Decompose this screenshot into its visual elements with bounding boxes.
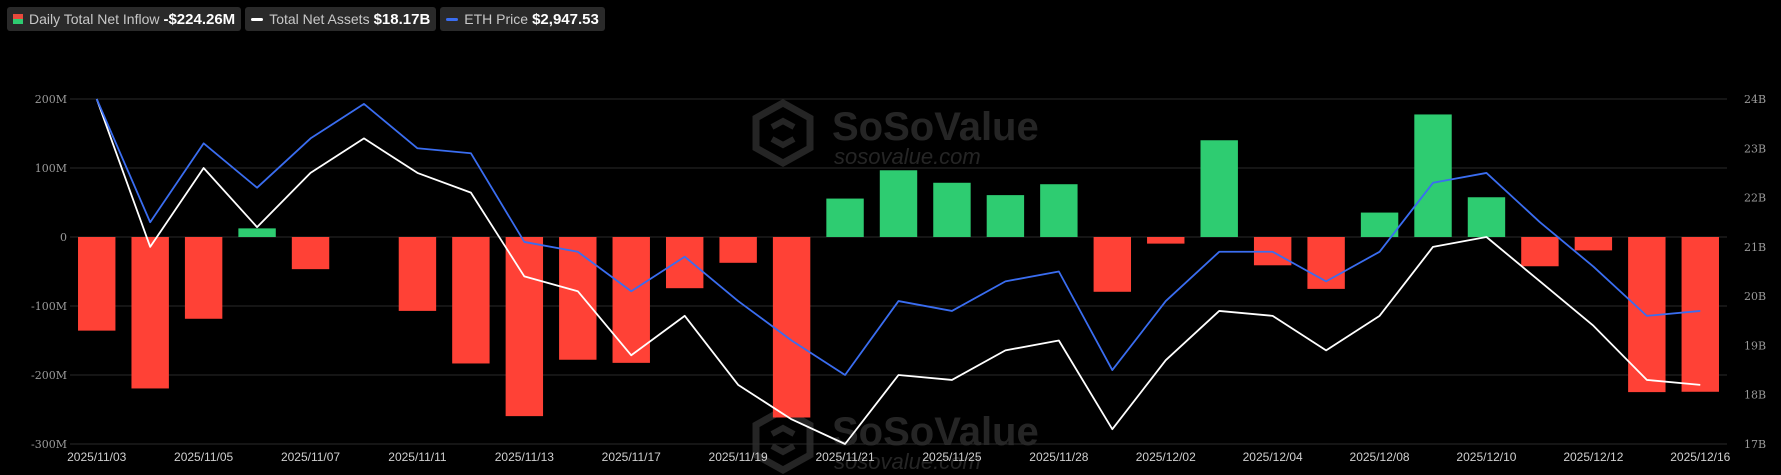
inflow-bar <box>131 237 169 389</box>
legend-item-total-net-assets[interactable]: Total Net Assets $18.17B <box>245 7 437 31</box>
watermark-top: SoSoValue sosovalue.com <box>752 98 1039 169</box>
inflow-bar <box>1307 237 1345 289</box>
x-tick-label: 2025/11/19 <box>709 450 768 464</box>
left-tick-label: 0 <box>60 231 67 244</box>
right-tick-label: 20B <box>1744 290 1766 303</box>
x-tick-label: 2025/11/11 <box>388 450 447 464</box>
line-swatch-icon <box>446 17 459 21</box>
left-tick-label: -100M <box>31 300 67 313</box>
right-tick-label: 22B <box>1744 192 1766 205</box>
inflow-bar <box>719 237 757 263</box>
inflow-bar <box>1147 237 1185 244</box>
left-tick-label: 200M <box>35 93 67 106</box>
left-axis: 200M 100M 0 -100M -200M -300M <box>31 93 67 451</box>
x-tick-label: 2025/12/02 <box>1136 450 1196 464</box>
total-net-assets-line <box>95 98 1701 445</box>
legend-label: ETH Price <box>464 11 529 27</box>
inflow-bar <box>1414 114 1452 237</box>
x-tick-label: 2025/12/12 <box>1563 450 1623 464</box>
inflow-bar <box>184 237 223 319</box>
inflow-bar <box>1093 237 1132 292</box>
x-tick-label: 2025/11/17 <box>602 450 661 464</box>
left-tick-label: -300M <box>31 438 67 451</box>
right-tick-label: 19B <box>1744 339 1766 352</box>
sosovalue-logo-icon <box>752 98 814 168</box>
series-lines <box>95 98 1701 445</box>
x-tick-label: 2025/11/28 <box>1029 450 1088 464</box>
left-tick-label: 100M <box>35 162 67 175</box>
legend-value: $18.17B <box>373 10 431 28</box>
legend: Daily Total Net Inflow -$224.26M Total N… <box>7 7 605 31</box>
inflow-bar <box>879 170 918 237</box>
x-tick-label: 2025/11/05 <box>174 450 233 464</box>
eth-price-line <box>95 98 1701 376</box>
legend-item-eth-price[interactable]: ETH Price $2,947.53 <box>440 7 605 31</box>
right-tick-label: 24B <box>1744 93 1766 106</box>
watermark-bottom: SoSoValue sosovalue.com <box>752 405 1039 475</box>
inflow-bars <box>78 114 1719 418</box>
left-tick-label: -200M <box>31 369 67 382</box>
inflow-bar <box>1360 212 1399 237</box>
inflow-bar <box>1200 140 1238 237</box>
legend-label: Daily Total Net Inflow <box>29 11 160 27</box>
inflow-bar <box>559 237 597 360</box>
inflow-bar <box>398 237 437 311</box>
x-tick-label: 2025/12/10 <box>1456 450 1516 464</box>
x-axis: 2025/11/03 2025/11/05 2025/11/07 2025/11/11… <box>67 450 1730 464</box>
x-tick-label: 2025/11/25 <box>922 450 981 464</box>
inflow-bar <box>505 237 544 417</box>
inflow-bar <box>238 228 276 237</box>
sosovalue-logo-icon <box>752 405 814 475</box>
inflow-bar <box>933 182 971 237</box>
line-swatch-icon <box>251 17 264 21</box>
inflow-bar <box>291 237 330 270</box>
x-tick-label: 2025/12/04 <box>1243 450 1303 464</box>
inflow-bar <box>1574 237 1613 251</box>
x-tick-label: 2025/11/07 <box>281 450 340 464</box>
inflow-bar <box>665 237 704 289</box>
x-tick-label: 2025/12/16 <box>1670 450 1730 464</box>
right-tick-label: 23B <box>1744 142 1766 155</box>
inflow-bar <box>1521 237 1559 267</box>
inflow-bar <box>1040 184 1078 237</box>
legend-item-daily-inflow[interactable]: Daily Total Net Inflow -$224.26M <box>7 7 242 31</box>
watermark-brand: SoSoValue <box>832 410 1039 454</box>
watermark-brand: SoSoValue <box>832 105 1039 149</box>
inflow-bar <box>1681 237 1719 392</box>
watermark-site: sosovalue.com <box>834 449 981 474</box>
right-tick-label: 18B <box>1744 389 1766 402</box>
inflow-bar <box>452 237 490 364</box>
x-tick-label: 2025/11/21 <box>815 450 874 464</box>
inflow-bar <box>612 237 650 363</box>
inflow-bar <box>772 237 811 418</box>
legend-value: $2,947.53 <box>532 10 599 28</box>
x-tick-label: 2025/12/08 <box>1350 450 1410 464</box>
inflow-bar <box>78 237 116 331</box>
inflow-swatch-icon <box>13 14 23 24</box>
right-axis: 24B 23B 22B 21B 20B 19B 18B 17B <box>1744 93 1766 451</box>
inflow-bar <box>986 195 1025 237</box>
right-tick-label: 21B <box>1744 241 1766 254</box>
inflow-bar <box>826 198 864 237</box>
right-tick-label: 17B <box>1744 438 1766 451</box>
x-tick-label: 2025/11/03 <box>67 450 126 464</box>
x-tick-label: 2025/11/13 <box>495 450 554 464</box>
legend-label: Total Net Assets <box>269 11 370 27</box>
watermark-site: sosovalue.com <box>834 144 981 169</box>
legend-value: -$224.26M <box>163 10 236 28</box>
inflow-bar <box>1467 197 1506 237</box>
